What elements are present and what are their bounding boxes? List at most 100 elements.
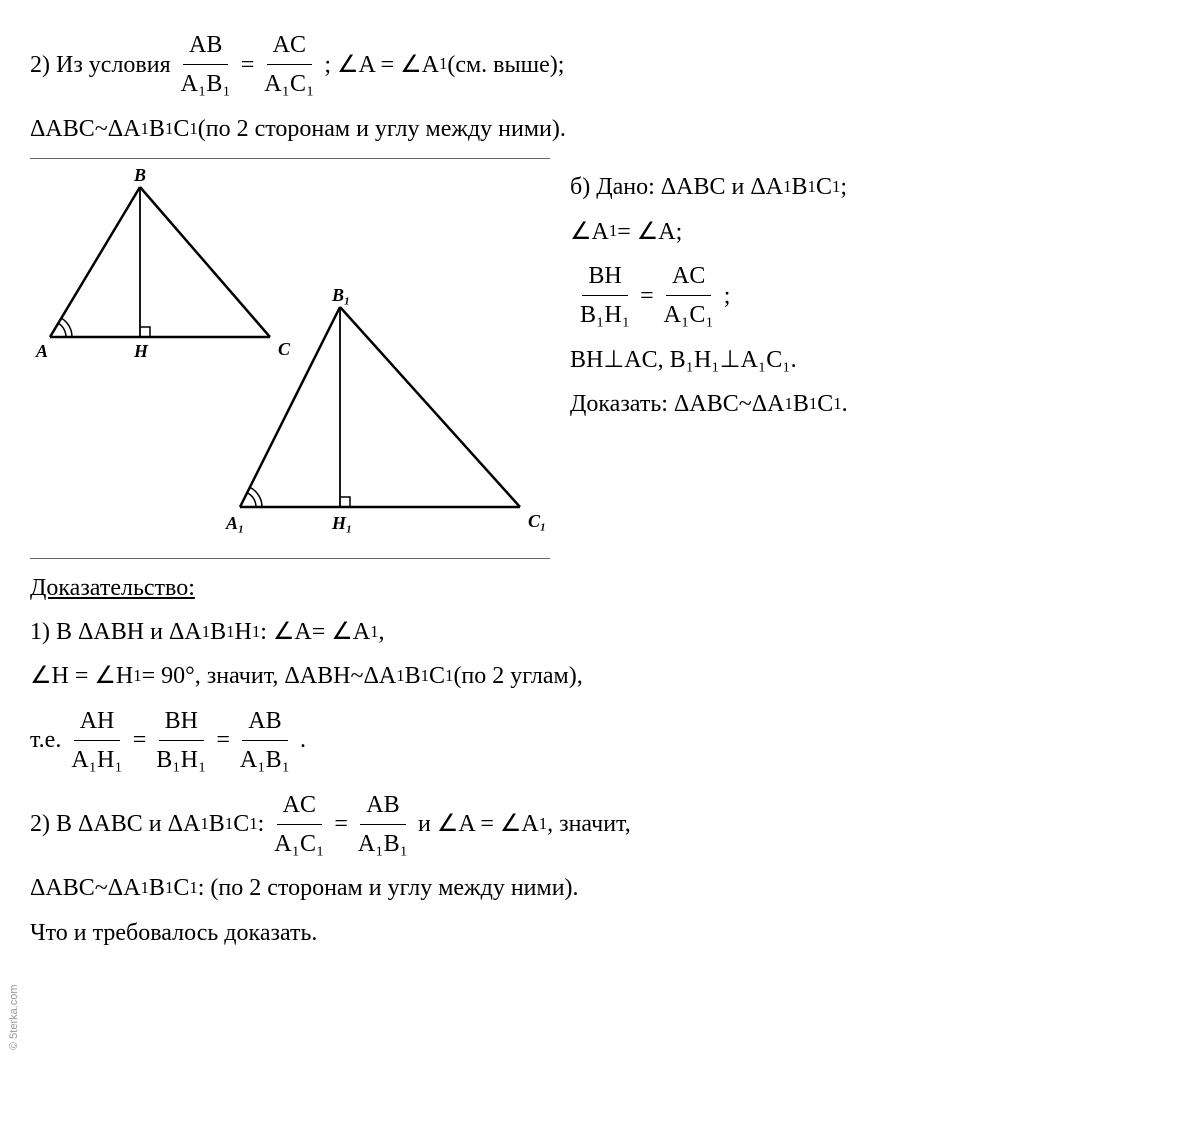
subscript: 1 <box>226 619 234 646</box>
numerator: AH <box>74 702 121 741</box>
fraction: AC A₁C₁ <box>258 26 320 104</box>
text: Доказательство: <box>30 569 195 607</box>
subscript: 1 <box>225 811 233 838</box>
text: B <box>792 168 808 206</box>
text: C <box>429 657 445 695</box>
given-block: б) Дано: ΔABC и ΔA1B1C1; ∠A1 = ∠A; BH B₁… <box>570 158 1165 429</box>
given-line: б) Дано: ΔABC и ΔA1B1C1; <box>570 168 1165 206</box>
subscript: 1 <box>784 391 792 418</box>
watermark: © 5terka.com <box>6 984 24 1050</box>
text: (по 2 углам), <box>453 657 582 695</box>
denominator: A₁B₁ <box>234 741 296 779</box>
text: ; <box>724 277 731 315</box>
equals: = <box>640 277 654 315</box>
text: B <box>149 110 165 148</box>
subscript: 1 <box>189 875 197 902</box>
triangles-diagram: ABCHA₁B₁C₁H₁ <box>30 167 550 537</box>
denominator: A₁H₁ <box>65 741 128 779</box>
text: 1) В ΔABH и ΔA <box>30 613 202 651</box>
equals: = <box>241 46 255 84</box>
text: ; ∠A = ∠A <box>324 46 439 84</box>
numerator: AC <box>277 786 322 825</box>
subscript: 1 <box>200 811 208 838</box>
denominator: A₁C₁ <box>658 296 720 334</box>
text: и ∠A = ∠A <box>418 805 539 843</box>
text: BH⊥AC, B₁H₁⊥A₁C₁. <box>570 341 797 379</box>
numerator: AB <box>242 702 287 741</box>
subscript: 1 <box>445 663 453 690</box>
subscript: 1 <box>370 619 378 646</box>
svg-text:C₁: C₁ <box>528 511 546 531</box>
numerator: AB <box>183 26 228 65</box>
fraction: AB A₁B₁ <box>234 702 296 780</box>
text: ∠A <box>570 213 609 251</box>
proof-line-3: т.е. AH A₁H₁ = BH B₁H₁ = AB A₁B₁ . <box>30 702 1165 780</box>
equals: = <box>133 721 147 759</box>
numerator: BH <box>159 702 204 741</box>
subscript: 1 <box>609 218 617 245</box>
line-similarity: ΔABC~ΔA1B1C1 (по 2 сторонам и углу между… <box>30 110 1165 148</box>
denominator: B₁H₁ <box>150 741 212 779</box>
text: C <box>817 385 833 423</box>
text: ΔABC~ΔA <box>30 110 141 148</box>
subscript: 1 <box>133 663 141 690</box>
text: ; <box>840 168 847 206</box>
text: C <box>233 805 249 843</box>
text: (см. выше); <box>447 46 564 84</box>
subscript: 1 <box>833 391 841 418</box>
proof-line-6: Что и требовалось доказать. <box>30 914 1165 952</box>
given-line: Доказать: ΔABC~ΔA1B1C1. <box>570 385 1165 423</box>
text: : ∠A= ∠A <box>260 613 370 651</box>
svg-text:A: A <box>35 341 48 361</box>
fraction: AB A₁B₁ <box>352 786 414 864</box>
text: H <box>235 613 252 651</box>
fraction: BH B₁H₁ <box>574 257 636 335</box>
figure-container: ABCHA₁B₁C₁H₁ <box>30 158 550 558</box>
subscript: 1 <box>165 875 173 902</box>
denominator: A₁C₁ <box>258 65 320 103</box>
text: ΔABC~ΔA <box>30 869 141 907</box>
subscript: 1 <box>396 663 404 690</box>
subscript: 1 <box>808 174 816 201</box>
denominator: A₁B₁ <box>352 825 414 863</box>
subscript: 1 <box>165 116 173 143</box>
text: C <box>173 869 189 907</box>
text: B <box>210 613 226 651</box>
subscript: 1 <box>832 174 840 201</box>
text: B <box>793 385 809 423</box>
subscript: 1 <box>252 619 260 646</box>
text: = ∠A; <box>617 213 682 251</box>
text: . <box>300 721 306 759</box>
proof-line-5: ΔABC~ΔA1B1C1: (по 2 сторонам и углу межд… <box>30 869 1165 907</box>
subscript: 1 <box>539 811 547 838</box>
denominator: A₁C₁ <box>268 825 330 863</box>
text: = 90°, значит, ΔABH~ΔA <box>142 657 397 695</box>
text: 2) В ΔABC и ΔA <box>30 805 200 843</box>
figure-given-row: ABCHA₁B₁C₁H₁ б) Дано: ΔABC и ΔA1B1C1; ∠A… <box>30 158 1165 558</box>
proof-line-4: 2) В ΔABC и ΔA1B1C1: AC A₁C₁ = AB A₁B₁ и… <box>30 786 1165 864</box>
numerator: AC <box>666 257 711 296</box>
text: т.е. <box>30 721 61 759</box>
denominator: B₁H₁ <box>574 296 636 334</box>
fraction: AC A₁C₁ <box>268 786 330 864</box>
subscript: 1 <box>189 116 197 143</box>
svg-text:B: B <box>133 167 146 185</box>
svg-text:H₁: H₁ <box>331 513 352 533</box>
subscript: 1 <box>783 174 791 201</box>
text: : <box>258 805 265 843</box>
text: б) Дано: ΔABC и ΔA <box>570 168 783 206</box>
subscript: 1 <box>439 51 447 78</box>
fraction: AC A₁C₁ <box>658 257 720 335</box>
fraction: BH B₁H₁ <box>150 702 212 780</box>
text: C <box>173 110 189 148</box>
svg-text:C: C <box>278 339 291 359</box>
subscript: 1 <box>249 811 257 838</box>
subscript: 1 <box>141 875 149 902</box>
text: , <box>379 613 385 651</box>
subscript: 1 <box>809 391 817 418</box>
denominator: A₁B₁ <box>175 65 237 103</box>
numerator: AC <box>267 26 312 65</box>
text: B <box>149 869 165 907</box>
fraction: AB A₁B₁ <box>175 26 237 104</box>
subscript: 1 <box>141 116 149 143</box>
